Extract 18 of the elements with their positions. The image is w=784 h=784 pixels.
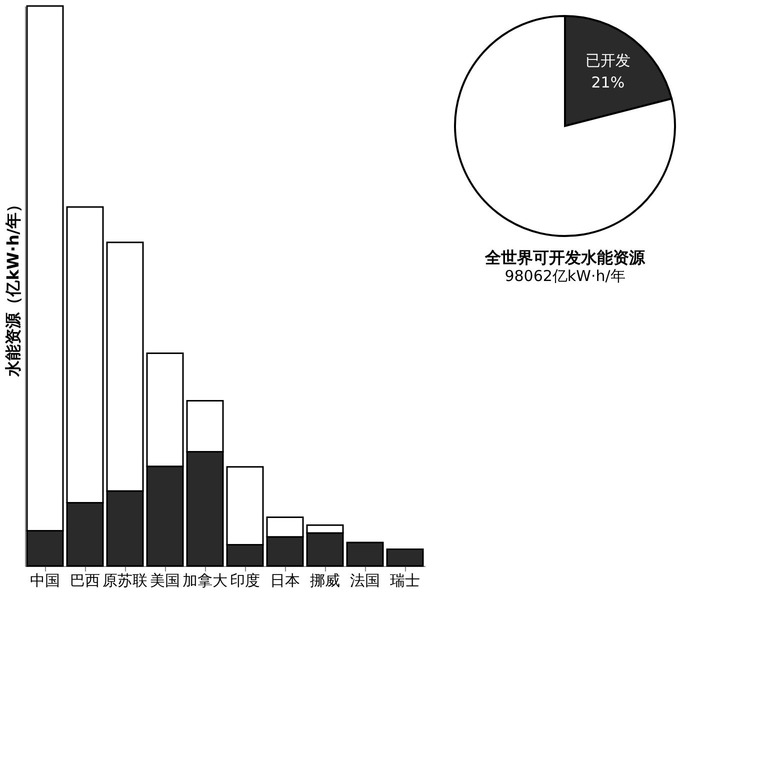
- x-tick-label: 巴西: [70, 572, 100, 590]
- x-tick-label: 法国: [350, 572, 380, 590]
- x-tick-label: 中国: [30, 572, 60, 590]
- x-tick-label: 原苏联: [102, 572, 148, 590]
- slice-label: 已开发: [585, 52, 630, 70]
- x-tick-label: 印度: [230, 572, 260, 590]
- x-tick-label: 日本: [270, 572, 300, 590]
- pie-slice: [454, 15, 676, 237]
- bar: [346, 542, 384, 567]
- x-tick-label: 瑞士: [390, 572, 420, 590]
- x-tick-label: 加拿大: [182, 572, 228, 590]
- text: 98062亿kW·h/年: [504, 267, 626, 285]
- bar: [386, 548, 424, 567]
- x-tick-label: 美国: [150, 572, 180, 590]
- text: 全世界可开发水能资源: [484, 248, 646, 267]
- x-tick-label: 挪威: [310, 572, 340, 590]
- data-label: 21%: [591, 74, 625, 92]
- y-axis-title: 水能资源（亿kW·h/年）: [4, 196, 22, 378]
